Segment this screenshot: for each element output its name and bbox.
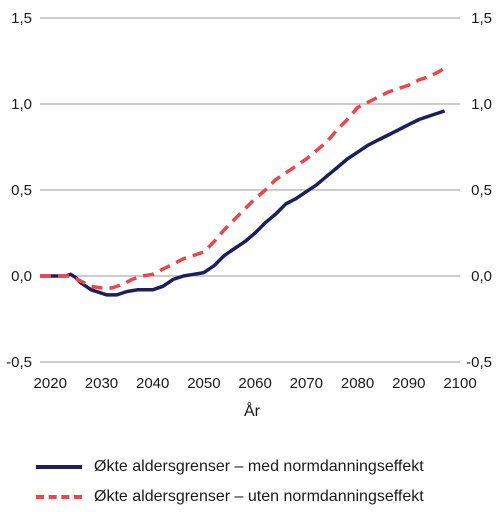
legend-label-series-2: Økte aldersgrenser – uten normdanningsef… <box>94 488 424 505</box>
y-tick-label-left: 1,5 <box>11 10 32 27</box>
tick-labels: -0,5 -0,5 0,0 0,0 0,5 0,5 1,0 1,0 1,5 1,5 2020 2030… <box>6 10 492 392</box>
legend-item-series-2: Økte aldersgrenser – uten normdanningsef… <box>36 482 424 512</box>
x-tick-label: 2060 <box>238 375 271 392</box>
legend-swatch-dashed <box>36 495 82 499</box>
y-tick-label-right: -0,5 <box>466 354 492 371</box>
x-tick-label: 2050 <box>187 375 220 392</box>
x-axis-title: År <box>244 401 261 420</box>
y-tick-label-right: 0,0 <box>471 268 492 285</box>
y-tick-label-right: 1,0 <box>471 96 492 113</box>
legend-item-series-1: Økte aldersgrenser – med normdanningseff… <box>36 452 424 482</box>
y-tick-label-right: 0,5 <box>471 182 492 199</box>
x-tick-label: 2040 <box>136 375 169 392</box>
x-tick-label: 2020 <box>34 375 67 392</box>
series-line-1 <box>40 109 446 297</box>
y-tick-label-left: 0,0 <box>11 268 32 285</box>
y-tick-label-left: 0,5 <box>11 182 32 199</box>
grid-lines <box>40 17 460 363</box>
series-line-2 <box>40 66 446 290</box>
x-tick-label: 2100 <box>443 375 476 392</box>
y-tick-label-left: -0,5 <box>6 354 32 371</box>
series-lines <box>40 66 446 297</box>
x-tick-label: 2080 <box>341 375 374 392</box>
legend-swatch-solid <box>36 465 82 469</box>
x-tick-label: 2070 <box>290 375 323 392</box>
x-tick-label: 2030 <box>85 375 118 392</box>
x-tick-label: 2090 <box>392 375 425 392</box>
y-tick-label-left: 1,0 <box>11 96 32 113</box>
y-tick-label-right: 1,5 <box>471 10 492 27</box>
line-chart: -0,5 -0,5 0,0 0,0 0,5 0,5 1,0 1,0 1,5 1,5 2020 2030… <box>6 10 492 420</box>
legend-label-series-1: Økte aldersgrenser – med normdanningseff… <box>94 458 424 475</box>
legend: Økte aldersgrenser – med normdanningseff… <box>36 452 424 512</box>
